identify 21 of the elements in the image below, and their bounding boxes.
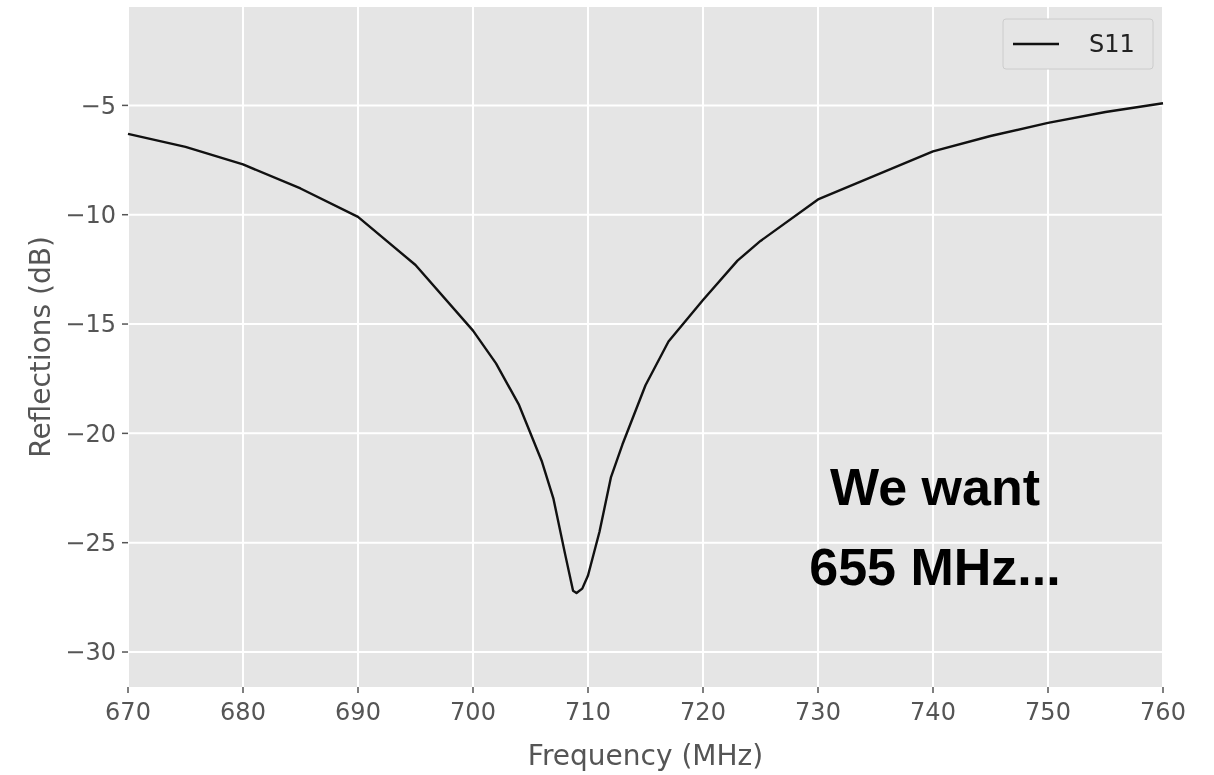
x-tick-label: 700 (450, 698, 496, 726)
x-tick-label: 670 (105, 698, 151, 726)
y-tick-label: −15 (65, 310, 116, 339)
annotation: We want 655 MHz... (809, 458, 1061, 596)
x-tick-label: 760 (1140, 698, 1186, 726)
x-tick-label: 710 (565, 698, 611, 726)
x-tick-label: 750 (1025, 698, 1071, 726)
legend-label: S11 (1089, 30, 1135, 59)
y-axis-title: Reflections (dB) (24, 236, 57, 458)
x-tick-label: 680 (220, 698, 266, 726)
y-tick-label: −25 (65, 529, 116, 558)
x-tick-label: 690 (335, 698, 381, 726)
x-tick-label: 730 (795, 698, 841, 726)
y-tick-label: −5 (80, 91, 116, 120)
y-tick-label: −30 (65, 638, 116, 667)
x-tick-label: 740 (910, 698, 956, 726)
y-tick-label: −20 (65, 419, 116, 448)
line-series (126, 102, 1165, 595)
y-tick-label: −10 (65, 201, 116, 230)
x-axis-title: Frequency (MHz) (527, 739, 764, 772)
x-tick-label: 720 (680, 698, 726, 726)
